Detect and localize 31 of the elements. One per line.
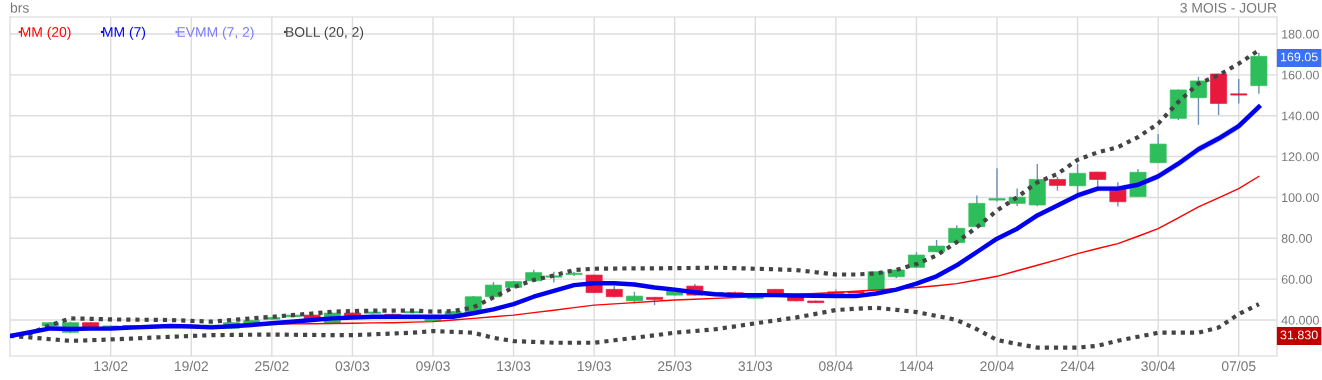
x-tick-label: 03/03 [335,360,370,372]
x-tick-label: 08/04 [819,360,853,372]
x-tick-label: 13/03 [497,360,531,372]
x-tick-label: 19/03 [577,360,611,372]
legend-label: BOLL (20, 2) [286,26,364,40]
text: 169.05 [1280,52,1318,62]
x-tick-label: 09/03 [416,360,450,372]
x-tick-label: 24/04 [1060,360,1095,372]
x-tick-label: 07/05 [1221,360,1256,372]
text: 31.830 [1280,330,1318,340]
y-tick-label: 180.00 [1282,29,1319,39]
legend-label: EVMM (7, 2) [177,26,254,40]
x-tick-label: 25/02 [255,360,289,372]
chart-subtitle: 3 MOIS - JOUR [1180,2,1277,13]
x-tick-label: 30/04 [1141,360,1176,372]
y-tick-label: 60.00 [1281,274,1312,284]
y-tick-label: 100.00 [1282,193,1319,203]
y-tick-label: 40.000 [1281,315,1319,325]
legend-label: MM (7) [103,26,146,40]
legend-label: MM (20) [20,26,71,40]
x-tick-label: 20/04 [980,360,1014,372]
x-tick-label: 14/04 [900,360,934,372]
y-tick-label: 140.00 [1282,111,1319,121]
x-tick-label: 19/02 [174,360,208,372]
y-tick-label: 120.00 [1282,152,1319,162]
x-tick-label: 13/02 [94,360,128,372]
y-tick-label: 80.00 [1281,234,1312,243]
chart-title: brs [10,2,29,13]
y-tick-label: 160.00 [1282,70,1319,80]
x-tick-label: 25/03 [658,360,692,372]
x-tick-label: 31/03 [738,360,773,372]
